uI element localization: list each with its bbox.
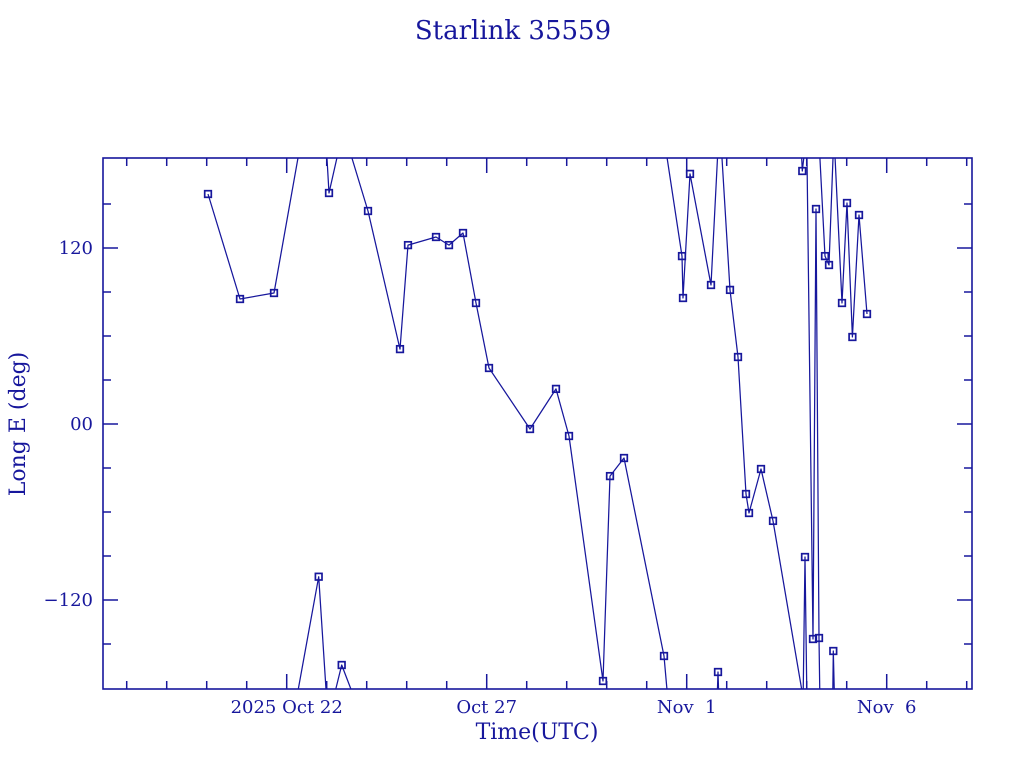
clipped-data-group — [203, 158, 872, 689]
x-tick-label: Nov 1 — [657, 697, 717, 718]
data-stroke — [326, 158, 338, 194]
data-point-marker — [471, 298, 481, 308]
axes-frame-layer: 2025 Oct 22 Oct 27 Nov 1 Nov 6 120 00 −120 — [44, 157, 973, 718]
data-point-marker — [678, 293, 688, 303]
data-point-marker — [324, 188, 334, 198]
data-point-marker — [403, 240, 413, 250]
data-point-marker — [824, 260, 834, 270]
data-point-marker — [525, 424, 535, 434]
y-tick-label: 00 — [70, 414, 93, 435]
data-point-marker — [725, 285, 735, 295]
data-point-marker — [848, 332, 857, 342]
x-tick-label: Oct 27 — [456, 697, 517, 718]
x-axis-label: Time(UTC) — [476, 720, 599, 745]
data-point-marker — [829, 646, 838, 656]
data-point-marker — [598, 676, 608, 686]
data-point-marker — [713, 667, 723, 677]
data-point-marker — [269, 288, 279, 298]
data-stroke — [351, 158, 668, 689]
data-point-marker — [741, 489, 751, 499]
data-stroke — [207, 158, 299, 300]
data-stroke — [801, 158, 805, 172]
plot-frame — [102, 157, 973, 690]
data-layer — [203, 158, 872, 689]
data-stroke — [721, 158, 803, 689]
data-point-marker — [798, 166, 807, 176]
data-point-marker — [768, 516, 778, 526]
data-point-marker — [363, 206, 373, 216]
data-stroke — [834, 158, 868, 338]
x-tick-label: Nov 6 — [857, 697, 917, 718]
y-axis-label: Long E (deg) — [6, 352, 31, 497]
data-point-marker — [605, 471, 615, 481]
data-point-marker — [733, 352, 743, 362]
data-point-marker — [854, 210, 864, 220]
data-point-marker — [744, 508, 754, 518]
data-point-marker — [431, 232, 441, 242]
data-point-marker — [659, 651, 669, 661]
data-stroke — [819, 158, 834, 266]
data-point-marker — [444, 240, 454, 250]
data-stroke — [297, 576, 327, 689]
data-point-marker — [706, 280, 716, 290]
data-point-marker — [235, 294, 245, 304]
data-point-marker — [756, 464, 766, 474]
data-point-marker — [677, 251, 687, 261]
data-point-marker — [619, 453, 629, 463]
data-point-marker — [395, 344, 405, 354]
data-stroke — [802, 556, 808, 689]
data-stroke — [335, 664, 352, 689]
data-point-marker — [458, 228, 468, 238]
y-tick-label: −120 — [44, 590, 93, 611]
data-point-marker — [685, 169, 695, 179]
x-tick-label: 2025 Oct 22 — [231, 697, 343, 718]
data-point-marker — [837, 298, 847, 308]
data-point-marker — [842, 198, 852, 208]
data-point-marker — [811, 204, 821, 214]
data-point-marker — [484, 363, 494, 373]
y-tick-label: 120 — [59, 238, 93, 259]
chart-title: Starlink 35559 — [415, 16, 611, 46]
data-point-marker — [820, 251, 830, 261]
data-stroke — [832, 650, 835, 689]
data-stroke — [666, 158, 719, 299]
data-point-marker — [337, 660, 346, 670]
data-stroke — [806, 158, 821, 689]
data-point-marker — [564, 431, 574, 441]
data-point-marker — [800, 552, 810, 562]
data-point-marker — [862, 309, 872, 319]
data-point-marker — [314, 572, 323, 581]
data-point-marker — [203, 189, 213, 199]
data-stroke — [716, 671, 720, 689]
data-point-marker — [551, 384, 561, 394]
data-point-marker — [814, 633, 824, 643]
